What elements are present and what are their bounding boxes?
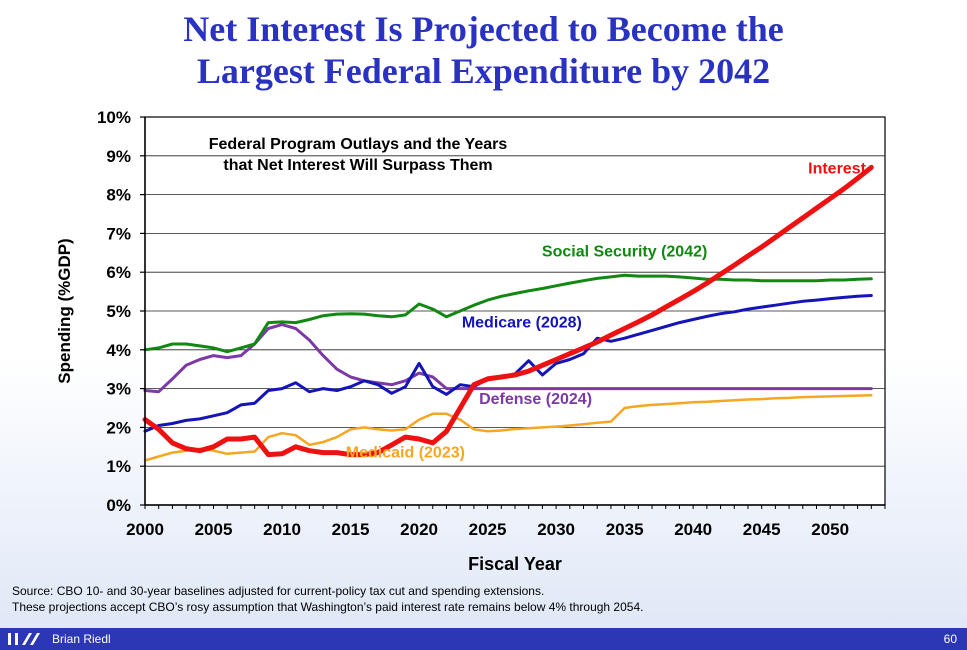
y-tick-label: 0% [106, 496, 131, 515]
slide-title-line-2: Largest Federal Expenditure by 2042 [196, 51, 771, 91]
y-tick-label: 1% [106, 457, 131, 476]
series-label: Interest [808, 160, 866, 177]
x-tick-labels: 2000 2005 2010 2015 2020 2025 2030 2035 2040 2045… [126, 505, 886, 539]
x-tick-label: 2015 [332, 520, 370, 539]
x-tick-label: 2050 [811, 520, 849, 539]
series-labels: Social Security (2042) Medicare (2028) Def… [346, 160, 867, 461]
chart-inner-title-line-1: Federal Program Outlays and the Years [209, 136, 508, 153]
series-label: Social Security (2042) [542, 244, 707, 261]
series-line-social-security [143, 273, 873, 354]
source-line-1: Source: CBO 10- and 30-year baselines ad… [12, 584, 545, 598]
y-tick-label: 8% [106, 186, 131, 205]
chart-inner-title-line-2: that Net Interest Will Surpass Them [223, 157, 492, 174]
y-tick-label: 7% [106, 224, 131, 243]
series-line-medicaid [143, 393, 873, 462]
slide-title: Net Interest Is Projected to Become the … [0, 8, 967, 92]
x-tick-label: 2020 [400, 520, 438, 539]
y-tick-label: 2% [106, 418, 131, 437]
series-line-interest [142, 164, 874, 458]
x-tick-label: 2025 [469, 520, 507, 539]
page-number: 60 [943, 632, 957, 646]
source-note: Source: CBO 10- and 30-year baselines ad… [12, 583, 643, 615]
source-line-2: These projections accept CBO’s rosy assu… [12, 600, 644, 614]
x-axis-title: Fiscal Year [468, 554, 562, 574]
x-tick-label: 2000 [126, 520, 164, 539]
y-tick-label: 6% [106, 263, 131, 282]
x-tick-label: 2045 [743, 520, 781, 539]
y-axis-title: Spending (%GDP) [55, 238, 74, 383]
manhattan-institute-logo-icon [8, 633, 40, 645]
series-label: Defense (2024) [479, 391, 592, 408]
y-tick-label: 4% [106, 341, 131, 360]
y-tick-label: 5% [106, 302, 131, 321]
x-tick-label: 2010 [263, 520, 301, 539]
footer-bar: Brian Riedl 60 [0, 628, 967, 650]
series-label: Medicare (2028) [462, 314, 582, 331]
line-chart: 0% 1% 2% 3% 4% 5% 6% 7% 8% 9% 10% 2000 2005 2010 2015… [55, 108, 886, 574]
y-tick-label: 10% [97, 108, 131, 127]
y-tick-label: 9% [106, 147, 131, 166]
x-tick-label: 2030 [537, 520, 575, 539]
series-label: Medicaid (2023) [346, 445, 465, 462]
slide-title-line-1: Net Interest Is Projected to Become the [183, 9, 784, 49]
y-tick-label: 3% [106, 380, 131, 399]
y-tick-labels: 0% 1% 2% 3% 4% 5% 6% 7% 8% 9% 10% [97, 108, 145, 515]
x-tick-label: 2035 [606, 520, 644, 539]
footer-author: Brian Riedl [52, 632, 111, 646]
series-lines [142, 164, 874, 462]
x-tick-label: 2040 [674, 520, 712, 539]
x-tick-label: 2005 [195, 520, 233, 539]
